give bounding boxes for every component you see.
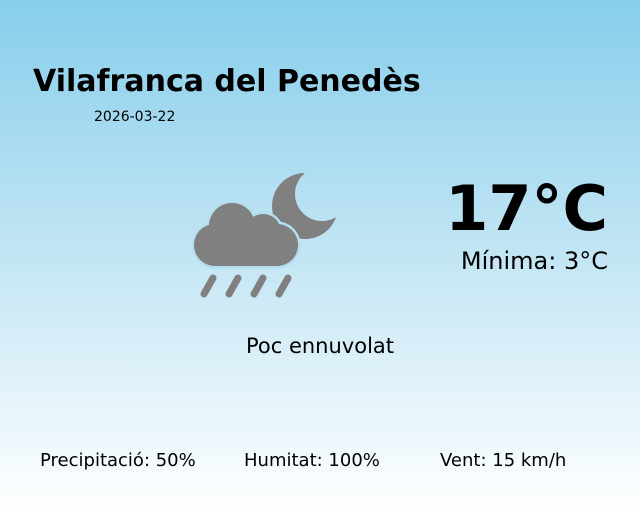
humidity-stat: Humitat: 100% (244, 450, 380, 471)
date-label: 2026-03-22 (94, 109, 176, 125)
rain-icon (200, 274, 292, 298)
precipitation-stat: Precipitació: 50% (40, 450, 196, 471)
cloud-rain-moon-icon (191, 173, 338, 298)
minimum-temperature: Mínima: 3°C (460, 247, 608, 275)
wind-stat: Vent: 15 km/h (440, 450, 567, 471)
city-title: Vilafranca del Penedès (33, 64, 421, 99)
condition-description: Poc ennuvolat (245, 334, 395, 358)
moon-icon (272, 173, 338, 239)
current-temperature: 17°C (445, 172, 608, 245)
